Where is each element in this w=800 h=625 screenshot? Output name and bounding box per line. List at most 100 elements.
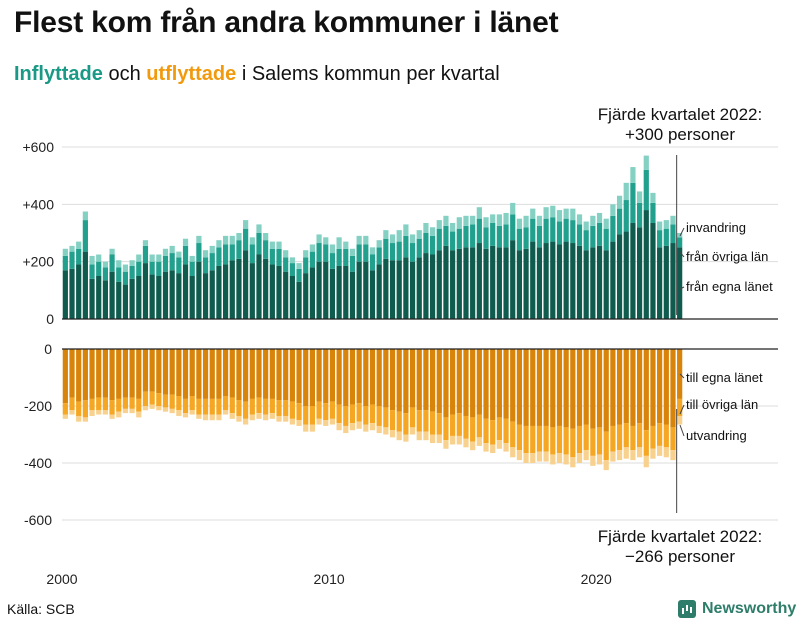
bar-in-other [169,253,175,271]
bar-in-other [563,218,569,242]
bar-out-emi [202,414,209,421]
bar-out-emi [516,450,523,461]
bar-in-imm [349,248,356,256]
bar-in-own [182,264,189,319]
bar-out-own [677,349,683,399]
bar-out-emi [189,410,195,415]
bar-in-own [296,281,302,319]
bar-out-emi [570,457,576,468]
bar-in-own [523,248,529,319]
bar-out-emi [443,440,449,449]
bar-out-other [650,425,656,449]
bar-out-emi [657,445,663,456]
bar-in-own [536,247,543,319]
bar-in-imm [476,207,482,219]
bar-in-other [109,254,115,272]
bar-out-emi [229,413,235,419]
bar-in-imm [389,234,396,244]
bar-out-own [229,349,235,398]
bar-out-own [329,349,336,402]
bar-in-other [323,244,329,262]
bar-in-imm [263,233,269,241]
series-label-in: från övriga län [686,249,768,264]
newsworthy-logo[interactable]: Newsworthy [678,600,796,618]
chart-subtitle: Inflyttade och utflyttade i Salems kommu… [14,63,500,86]
bar-out-emi [636,447,643,458]
bar-in-imm [182,238,189,246]
bar-in-own [636,227,643,319]
bar-in-imm [96,254,102,262]
bar-out-emi [389,430,396,438]
bar-out-other [202,398,209,415]
series-label-out: utvandring [686,428,747,443]
bar-out-emi [536,451,543,462]
bar-in-imm [369,247,376,255]
bar-out-emi [289,418,295,425]
bar-out-emi [62,414,68,419]
bar-in-own [189,276,195,319]
bar-out-other [169,394,175,409]
bar-out-own [116,349,122,399]
bar-in-own [289,276,295,319]
bar-out-other [576,425,583,454]
bar-out-other [670,427,676,451]
bar-in-other [116,267,122,282]
bar-in-other [263,240,269,259]
bar-out-own [590,349,596,429]
bar-out-other [96,397,102,411]
bar-in-other [122,271,129,285]
bar-out-other [249,398,255,415]
bar-in-own [429,254,436,319]
bar-in-own [276,265,282,319]
bar-in-imm [169,245,175,254]
bar-in-imm [443,215,449,226]
bar-in-other [603,228,609,251]
bar-in-own [329,268,336,319]
bar-in-other [536,225,543,248]
bar-in-other [530,218,536,242]
bar-in-own [122,284,129,319]
bar-in-own [222,264,229,319]
bar-in-imm [162,248,169,256]
bar-in-imm [596,212,603,223]
bar-out-other [116,398,122,412]
bar-out-own [149,349,155,392]
bar-out-own [363,349,369,406]
series-leader [679,227,685,237]
bar-in-imm [570,208,576,221]
bar-in-own [443,245,449,319]
bar-in-other [476,218,482,244]
bar-out-other [82,400,88,418]
bar-in-other [650,202,656,223]
bar-in-own [463,247,469,319]
bar-out-emi [423,431,429,441]
bar-out-emi [209,414,215,421]
bar-out-own [256,349,262,398]
bar-out-emi [523,453,529,463]
bar-in-other [69,251,75,269]
bar-out-own [243,349,249,402]
bar-in-other [289,263,295,276]
bar-in-other [583,230,589,251]
bar-in-own [209,270,215,319]
bar-out-emi [303,424,309,432]
bar-in-own [409,261,416,319]
bar-in-other [276,248,282,266]
bar-out-other [189,396,195,411]
bar-in-own [603,250,609,319]
bar-in-other [470,224,476,248]
bar-out-other [389,410,396,431]
bar-out-emi [116,411,122,418]
bar-in-own [503,247,509,319]
bar-in-other [456,228,462,249]
bar-in-own [356,261,362,319]
brand-name: Newsworthy [702,600,797,617]
bar-in-own [376,264,382,319]
bar-out-emi [436,434,442,444]
bar-in-own [176,273,182,319]
bar-chart-icon [678,600,696,618]
bar-in-imm [483,217,489,228]
bar-out-other [356,403,362,422]
bar-out-other [456,413,462,436]
bar-out-emi [89,410,95,416]
